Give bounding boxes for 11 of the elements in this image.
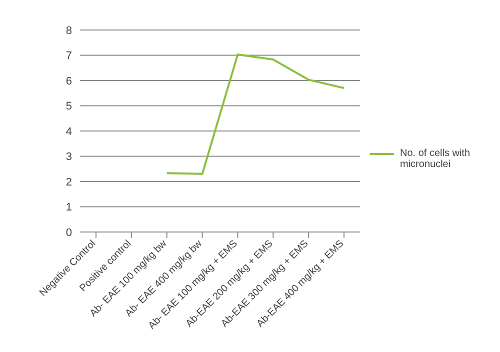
line-series: [166, 53, 345, 175]
y-tick-label: 2: [66, 176, 72, 188]
y-tick-label: 5: [66, 100, 72, 113]
y-tick-label: 6: [66, 75, 72, 88]
legend-label: No. of cells with micronuclei: [400, 148, 472, 170]
y-tick-label: 4: [66, 126, 72, 138]
y-tick-label: 1: [66, 202, 72, 214]
y-tick-label: 0: [66, 226, 72, 239]
y-tick-label: 7: [66, 50, 72, 62]
y-tick-label: 8: [66, 24, 72, 37]
y-tick-label: 3: [66, 151, 72, 164]
